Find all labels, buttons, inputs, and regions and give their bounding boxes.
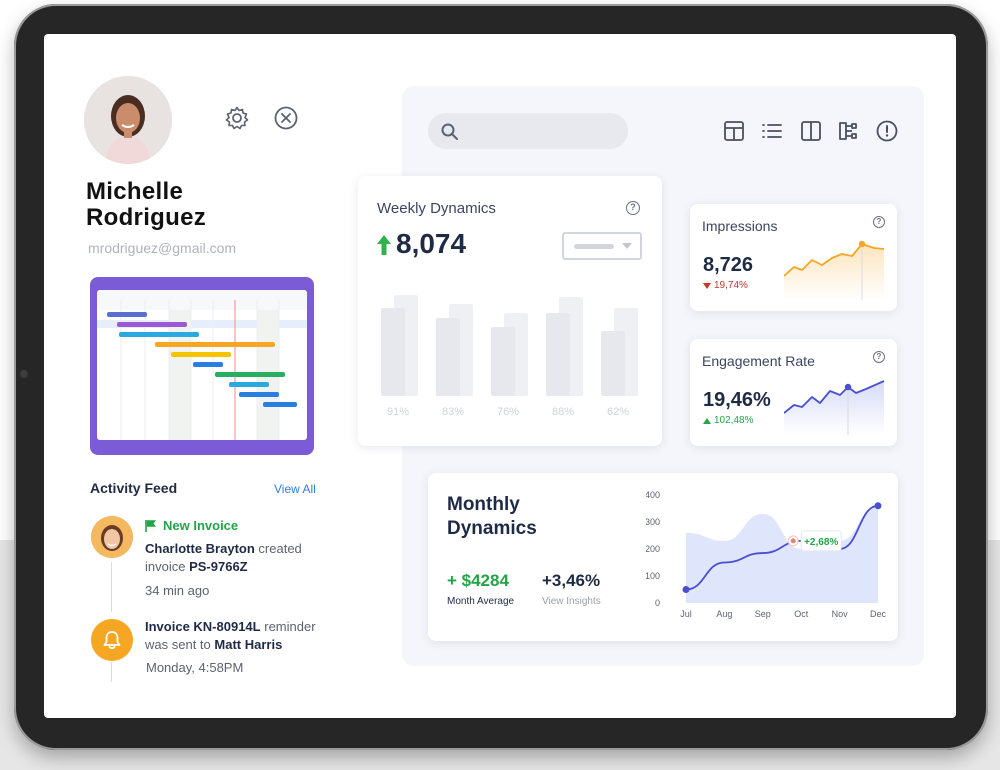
impressions-value: 8,726: [703, 254, 754, 276]
weekly-bar[interactable]: [381, 307, 405, 396]
view-all-link[interactable]: View All: [274, 482, 316, 496]
help-icon[interactable]: ?: [873, 216, 885, 228]
gantt-preview: [97, 290, 307, 440]
alert-icon[interactable]: [875, 119, 899, 143]
x-tick-label: Aug: [716, 609, 732, 619]
impressions-delta-value: 19,74%: [714, 280, 748, 291]
feed-item-2-time: Monday, 4:58PM: [146, 660, 244, 675]
list-view-icon[interactable]: [760, 119, 784, 143]
close-button[interactable]: [272, 104, 300, 132]
feed-item-1-text: Charlotte Brayton created invoice PS-976…: [145, 540, 315, 576]
engagement-value: 19,46%: [703, 389, 771, 411]
feed-invoice-id[interactable]: PS-9766Z: [189, 559, 248, 574]
line-point-end: [874, 502, 882, 510]
engagement-card: Engagement Rate ? 19,46% 102,48%: [690, 339, 897, 446]
weekly-title: Weekly Dynamics: [377, 200, 496, 217]
user-email: mrodriguez@gmail.com: [88, 240, 237, 256]
avatar[interactable]: [84, 76, 172, 164]
weekly-dynamics-card: Weekly Dynamics ? 8,074 91% 83% 76% 88% 62%: [358, 176, 662, 446]
weekly-bar-label: 88%: [551, 406, 575, 418]
screen: Michelle Rodriguez mrodriguez@gmail.com: [44, 34, 956, 718]
triangle-up-icon: [703, 417, 711, 424]
weekly-bar-label: 83%: [441, 406, 465, 418]
hierarchy-icon[interactable]: [837, 119, 861, 143]
monthly-area: [686, 505, 878, 603]
gear-icon: [225, 106, 249, 130]
feed-actor[interactable]: Charlotte Brayton: [145, 541, 255, 556]
split-view-icon[interactable]: [799, 119, 823, 143]
engagement-sparkline: [784, 380, 885, 435]
callout-dot: [790, 538, 796, 544]
feed-tag-label: New Invoice: [163, 518, 239, 533]
grid-view-icon[interactable]: [722, 119, 746, 143]
impressions-delta: 19,74%: [703, 280, 748, 291]
monthly-dynamics-card: Monthly Dynamics + $4284 Month Average +…: [428, 473, 898, 641]
insights-value: +3,46%: [542, 571, 601, 590]
triangle-down-icon: [703, 282, 711, 289]
feed-item-2-text: Invoice KN-80914L reminder was sent to M…: [145, 618, 325, 654]
chevron-down-icon: [622, 243, 632, 249]
weekly-bar[interactable]: [491, 327, 515, 396]
feed-action: reminder: [264, 619, 316, 634]
impressions-card: Impressions ? 8,726 19,74%: [690, 204, 897, 311]
x-tick-label: Sep: [755, 609, 771, 619]
monthly-title: Monthly Dynamics: [447, 494, 537, 539]
camera-dot: [20, 370, 28, 378]
feed-avatar[interactable]: [91, 516, 133, 558]
dropdown-placeholder: [574, 244, 614, 249]
gantt-preview-card[interactable]: [90, 277, 314, 455]
y-tick-label: 0: [655, 598, 660, 608]
impressions-title: Impressions: [702, 218, 778, 234]
x-tick-label: Oct: [794, 609, 809, 619]
x-tick-label: Dec: [870, 609, 887, 619]
weekly-value: 8,074: [396, 228, 467, 259]
timeline-line: [111, 662, 112, 682]
month-average-label: Month Average: [447, 596, 515, 607]
feed-action: created: [258, 541, 302, 556]
y-tick-label: 300: [646, 517, 660, 527]
close-circle-icon: [274, 106, 298, 130]
feed-invoice-ref[interactable]: Invoice KN-80914L: [145, 619, 261, 634]
feed-object-prefix: invoice: [145, 559, 186, 574]
bell-icon: [103, 631, 121, 650]
line-point-start: [682, 586, 690, 593]
feed-recipient[interactable]: Matt Harris: [214, 637, 283, 652]
reminder-badge: [91, 619, 133, 661]
monthly-line: [685, 504, 879, 591]
weekly-bar[interactable]: [436, 318, 460, 396]
feed-tag: New Invoice: [145, 518, 238, 533]
month-average-value: + $4284: [447, 571, 509, 590]
weekly-bar-label: 62%: [606, 406, 630, 418]
activity-feed-title: Activity Feed: [90, 480, 178, 496]
callout-label: +2,68%: [804, 537, 838, 548]
weekly-bar-label: 91%: [386, 406, 410, 418]
user-name: Michelle Rodriguez: [86, 178, 207, 231]
x-tick-label: Jul: [680, 609, 692, 619]
engagement-delta: 102,48%: [703, 415, 753, 426]
feed-item-1-time: 34 min ago: [145, 583, 210, 598]
y-tick-label: 200: [646, 544, 660, 554]
monthly-chart: 400 300 200 100 0 Jul Aug Sep Oct Nov Dec +2,68%: [646, 490, 887, 619]
feed-line2-prefix: was sent to: [145, 637, 211, 652]
callout-box: [800, 530, 842, 552]
x-tick-label: Nov: [832, 609, 849, 619]
weekly-bar-label: 76%: [496, 406, 520, 418]
y-tick-label: 100: [646, 571, 660, 581]
weekly-bar[interactable]: [546, 312, 570, 396]
arrow-up-icon: [377, 235, 391, 255]
weekly-bar[interactable]: [601, 331, 625, 396]
settings-button[interactable]: [223, 104, 251, 132]
engagement-title: Engagement Rate: [702, 353, 815, 369]
view-insights-link[interactable]: View Insights: [542, 596, 601, 607]
y-tick-label: 400: [646, 490, 660, 500]
help-icon[interactable]: ?: [626, 201, 640, 215]
search-input[interactable]: [428, 113, 628, 149]
period-dropdown[interactable]: [562, 232, 642, 260]
timeline-line: [111, 562, 112, 612]
search-icon: [441, 123, 458, 140]
flag-icon: [145, 520, 156, 532]
engagement-delta-value: 102,48%: [714, 415, 754, 426]
impressions-sparkline: [784, 240, 885, 300]
help-icon[interactable]: ?: [873, 351, 885, 363]
